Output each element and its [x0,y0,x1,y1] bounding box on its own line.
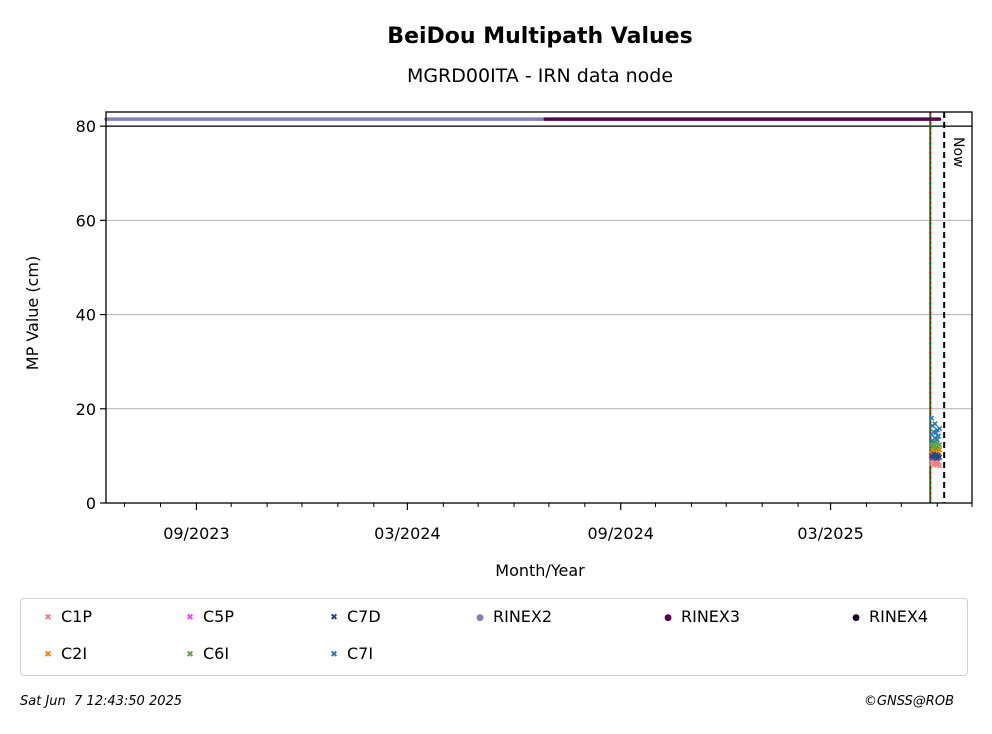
point-stroke [928,415,935,421]
legend-marker-c7d: ✖ [330,612,338,623]
legend-item-c2i: ✖ C2I [39,644,87,665]
point-stroke [936,447,943,453]
y-tick-label: 80 [76,117,96,136]
legend-item-c7i: ✖ C7I [325,644,373,665]
point-c2i [936,447,943,453]
point-stroke [931,451,937,457]
point-stroke [932,421,938,427]
chart-subtitle: MGRD00ITA - IRN data node [407,65,673,87]
legend-item-c1p: ✖ C1P [39,607,92,628]
point-stroke [935,458,942,465]
point-stroke [932,461,938,467]
point-stroke [933,452,939,458]
plot-area [105,111,973,504]
y-axis-label: MP Value (cm) [23,256,42,370]
point-stroke [931,429,937,435]
legend-label: RINEX2 [493,607,553,626]
legend-label: C6I [203,644,230,663]
point-stroke [935,433,942,439]
legend-label: C7D [347,607,381,626]
point-stroke [936,454,943,461]
point-c7d [936,454,943,461]
point-stroke [936,425,943,432]
legend-item-c7d: ✖ C7D [325,607,381,628]
legend-label: C1P [61,607,92,626]
legend-marker-rinex4: ● [852,612,860,623]
point-c1p [936,463,943,469]
point-stroke [934,437,940,443]
legend-marker-rinex3: ● [664,612,672,623]
point-stroke [934,462,940,468]
legend-label: C7I [347,644,374,663]
x-tick-label: 09/2023 [163,524,229,543]
grid-lines [106,125,972,410]
footer-timestamp: Sat Jun 7 12:43:50 2025 [20,694,183,709]
legend-item-c6i: ✖ C6I [181,644,229,665]
now-label: Now [950,137,966,168]
point-c6i [936,441,943,448]
legend-label: C2I [61,644,88,663]
legend-marker-c1p: ✖ [44,612,52,623]
y-tick-label: 20 [76,400,96,419]
point-stroke [936,463,943,469]
legend-item-rinex4: ● RINEX4 [847,607,928,628]
legend: ✖ C1P ✖ C5P ✖ C7D ● RINEX2 ● RINEX3 ● RINEX4 ✖ C2I ✖ C6… [20,598,968,676]
y-tick-label: 60 [76,211,96,230]
x-tick-label: 03/2024 [374,524,440,543]
legend-label: RINEX4 [869,607,929,626]
legend-marker-c7i: ✖ [330,649,338,660]
x-tick-label: 09/2024 [587,524,653,543]
legend-marker-rinex2: ● [476,612,484,623]
point-c7i [935,433,942,439]
legend-label: RINEX3 [681,607,741,626]
x-axis-label: Month/Year [495,561,585,580]
point-c7i [928,415,935,421]
legend-marker-c6i: ✖ [186,649,194,660]
legend-item-rinex3: ● RINEX3 [659,607,740,628]
y-tick-label: 40 [76,306,96,325]
y-tick-label: 0 [86,494,96,513]
point-c7i [932,421,938,427]
chart-title: BeiDou Multipath Values [387,24,692,49]
point-c7i [936,425,943,432]
legend-marker-c2i: ✖ [44,649,52,660]
data-points [928,415,943,469]
x-tick-label: 03/2025 [797,524,863,543]
legend-item-c5p: ✖ C5P [181,607,234,628]
legend-label: C5P [203,607,234,626]
point-stroke [928,460,935,466]
y-axis-ticks: 0 20 40 60 80 [76,117,106,513]
vertical-markers [929,112,946,503]
legend-item-rinex2: ● RINEX2 [471,607,552,628]
legend-marker-c5p: ✖ [186,612,194,623]
point-stroke [936,441,943,448]
footer-copyright: ©GNSS@ROB [863,694,954,709]
point-c7i [934,437,940,443]
x-axis-ticks: 09/2023 03/2024 09/2024 03/2025 [124,503,973,543]
